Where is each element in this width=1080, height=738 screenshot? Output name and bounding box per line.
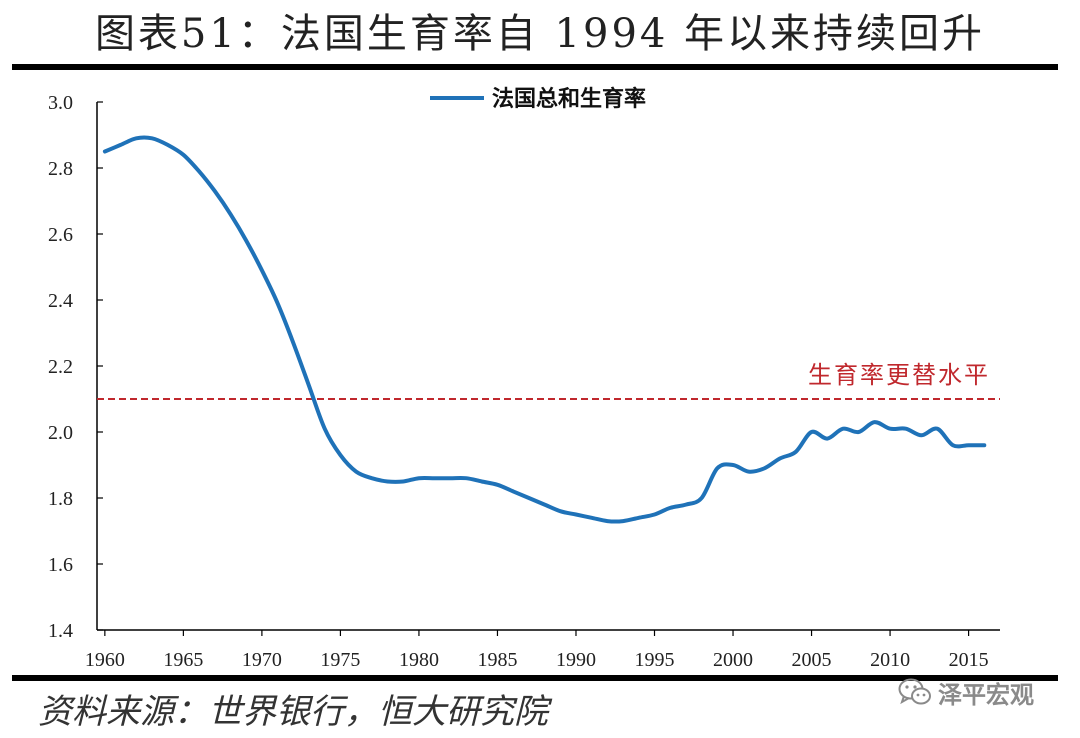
reference-group: 生育率更替水平 [97, 361, 1000, 400]
x-tick-label: 1995 [635, 649, 675, 671]
series-group [102, 135, 987, 524]
x-tick-label: 1965 [163, 649, 203, 671]
y-tick-label: 2.2 [48, 356, 73, 378]
x-tick-label: 1980 [399, 649, 439, 671]
legend-label: 法国总和生育率 [492, 86, 646, 112]
wechat-icon [898, 678, 931, 705]
x-tick-label: 1990 [556, 649, 596, 671]
x-tick-label: 1970 [242, 649, 282, 671]
y-tick-label: 1.8 [48, 488, 73, 510]
y-tick-label: 2.4 [48, 290, 73, 312]
x-tick-label: 1960 [85, 649, 125, 671]
fertility-rate-series-line [102, 135, 987, 524]
x-tick-label: 1975 [320, 649, 360, 671]
y-tick-label: 3.0 [48, 92, 73, 114]
source-note: 资料来源：世界银行，恒大研究院 [38, 692, 548, 732]
y-tick-label: 1.4 [48, 620, 73, 642]
replacement-level-label: 生育率更替水平 [808, 361, 990, 389]
x-tick-label: 2005 [792, 649, 832, 671]
bottom-rule [12, 675, 1058, 681]
y-tick-label: 1.6 [48, 554, 73, 576]
x-tick-label: 1985 [477, 649, 517, 671]
x-tick-label: 2010 [870, 649, 910, 671]
legend-group: 法国总和生育率 [430, 86, 646, 112]
watermark: 泽平宏观 [898, 670, 1034, 714]
x-tick-label: 2015 [949, 649, 989, 671]
y-tick-label: 2.6 [48, 224, 73, 246]
y-tick-label: 2.0 [48, 422, 73, 444]
chart-title: 图表51：法国生育率自 1994 年以来持续回升 [94, 11, 986, 57]
watermark-label: 泽平宏观 [938, 680, 1034, 709]
axes-group: 1.4 1.6 1.8 2.0 2.2 2.4 2.6 2.8 3.0 1960 1965 1970 1… [48, 92, 1000, 671]
top-rule [12, 64, 1058, 70]
y-tick-label: 2.8 [48, 158, 73, 180]
x-tick-label: 2000 [713, 649, 753, 671]
